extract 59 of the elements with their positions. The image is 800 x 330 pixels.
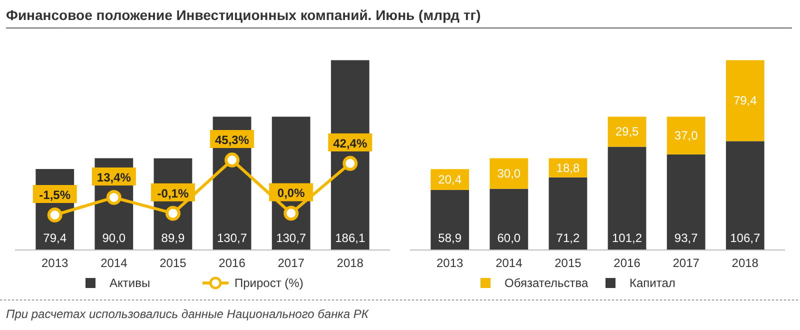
data-label: 30,0	[497, 166, 521, 181]
data-label: 0,0%	[277, 186, 306, 200]
data-label: 79,4	[733, 94, 758, 108]
bar	[666, 116, 706, 154]
bar	[548, 177, 588, 250]
data-label: 37,0	[674, 128, 698, 143]
bar	[608, 116, 646, 147]
text: При расчетах использовались данные Национального банка РК	[6, 307, 370, 321]
point	[106, 190, 122, 205]
bar	[430, 190, 470, 250]
data-label: 90,0	[102, 231, 126, 245]
data-label: 89,9	[161, 231, 185, 245]
chart-title: Финансовое положение Инвестиционных компаний. Июнь (млрд тг)	[6, 7, 481, 23]
data-label: 186,1	[335, 231, 366, 245]
data-label: 71,2	[556, 231, 580, 245]
x-tick-label: 2013	[436, 256, 464, 270]
data-label: 13,4%	[96, 170, 132, 184]
data-label: 58,9	[438, 231, 462, 245]
legend-label: Активы	[110, 276, 150, 290]
point	[165, 206, 180, 221]
bar	[430, 169, 470, 190]
bar	[490, 158, 528, 189]
data-label: -1,5%	[39, 188, 71, 202]
data-label: 29,5	[615, 124, 640, 139]
x-tick-label: 2018	[732, 256, 759, 270]
legend-label: Капитал	[630, 276, 676, 290]
data-label: 106,7	[730, 231, 760, 245]
data-label: 60,0	[497, 231, 521, 245]
point	[224, 152, 240, 168]
x-tick-label: 2014	[496, 256, 523, 270]
bar	[666, 154, 706, 250]
data-label: 45,3%	[215, 133, 250, 147]
data-label: -0,1%	[157, 186, 189, 200]
point	[342, 156, 358, 171]
x-tick-label: 2015	[554, 256, 582, 270]
data-label: 130,7	[276, 231, 306, 245]
x-tick-label: 2014	[100, 256, 128, 270]
data-label: 130,7	[217, 231, 248, 245]
legend-label: Прирост (%)	[234, 276, 304, 290]
x-tick-label: 2013	[42, 256, 69, 270]
bar	[608, 146, 646, 250]
x-tick-label: 2017	[278, 256, 305, 270]
x-tick-label: 2018	[336, 256, 364, 270]
x-tick-label: 2017	[672, 256, 700, 270]
legend-label: Обязательства	[504, 276, 588, 290]
bar	[490, 188, 528, 250]
point	[284, 206, 299, 221]
data-label: 79,4	[43, 231, 67, 245]
x-tick-label: 2016	[218, 256, 246, 270]
data-label: 42,4%	[333, 136, 368, 150]
bar	[726, 60, 764, 142]
data-label: 18,8	[556, 160, 580, 175]
point	[47, 208, 62, 222]
x-tick-label: 2015	[160, 256, 187, 270]
bar	[726, 141, 764, 250]
data-label: 20,4	[438, 172, 462, 187]
data-label: 93,7	[674, 231, 698, 245]
data-label: 101,2	[612, 231, 642, 245]
x-tick-label: 2016	[614, 256, 641, 270]
